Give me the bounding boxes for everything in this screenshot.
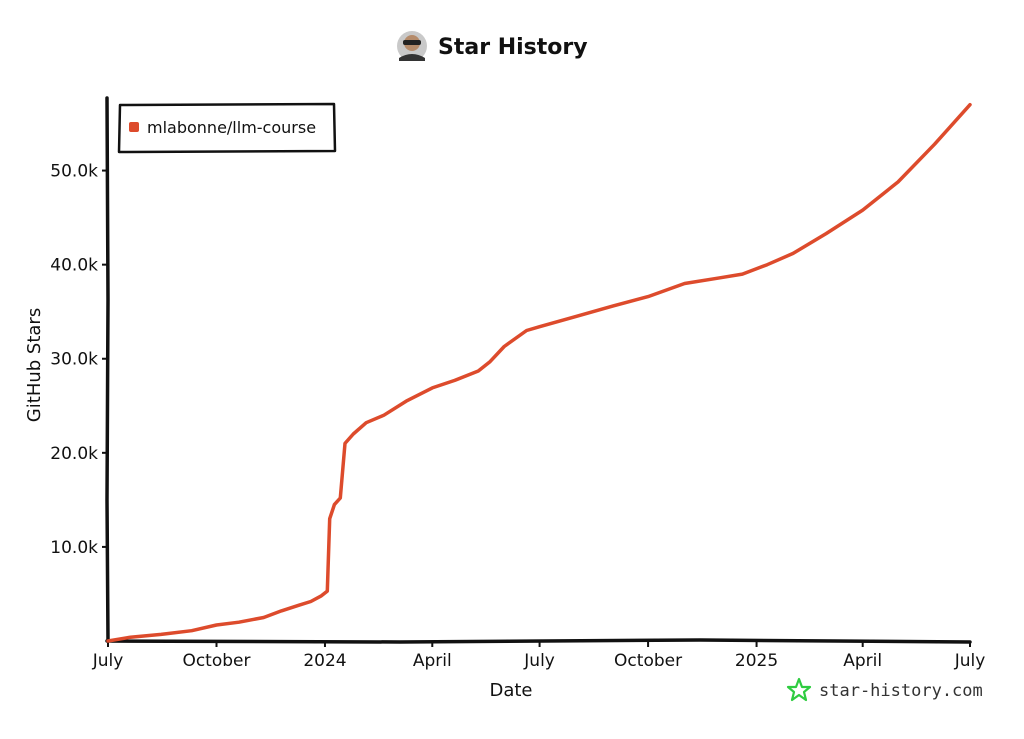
avatar-icon bbox=[397, 31, 427, 61]
x-tick-label: 2024 bbox=[303, 651, 346, 671]
star-icon bbox=[786, 677, 812, 702]
legend-swatch bbox=[129, 122, 139, 132]
x-axis-label: Date bbox=[489, 680, 532, 701]
y-tick-label: 10.0k bbox=[50, 538, 98, 558]
x-tick-label: July bbox=[954, 651, 986, 671]
chart-title-group: Star History bbox=[397, 31, 588, 61]
x-tick-label: July bbox=[523, 651, 555, 671]
x-tick-label: April bbox=[843, 651, 882, 671]
y-tick-group: 10.0k 20.0k 30.0k 40.0k 50.0k bbox=[50, 162, 108, 558]
watermark-text: star-history.com bbox=[819, 681, 983, 701]
series-group bbox=[106, 102, 972, 643]
y-tick-label: 40.0k bbox=[50, 256, 98, 276]
legend: mlabonne/llm-course bbox=[117, 102, 337, 154]
legend-label: mlabonne/llm-course bbox=[147, 118, 316, 137]
axes bbox=[105, 96, 972, 644]
series-line bbox=[106, 102, 972, 643]
x-tick-label: April bbox=[413, 651, 452, 671]
x-tick-label: October bbox=[182, 651, 250, 671]
x-tick-label: July bbox=[92, 651, 124, 671]
x-axis-line bbox=[105, 638, 972, 644]
y-axis-label: GitHub Stars bbox=[24, 308, 45, 422]
x-tick-label: October bbox=[614, 651, 682, 671]
legend-box bbox=[117, 102, 337, 154]
y-tick-label: 20.0k bbox=[50, 444, 98, 464]
chart-title: Star History bbox=[438, 35, 588, 60]
y-tick-label: 30.0k bbox=[50, 350, 98, 370]
y-tick-label: 50.0k bbox=[50, 162, 98, 182]
watermark: star-history.com bbox=[786, 677, 983, 702]
x-tick-label: 2025 bbox=[735, 651, 778, 671]
y-axis-line bbox=[105, 96, 110, 643]
x-tick-group: July October 2024 April July October 2025 April… bbox=[92, 641, 986, 671]
